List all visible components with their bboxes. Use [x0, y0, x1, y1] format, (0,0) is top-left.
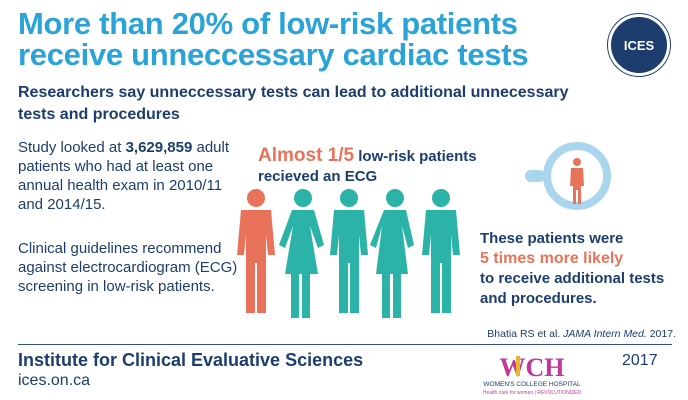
person-icon-magnified: [570, 158, 584, 204]
study-description: Study looked at 3,629,859 adult patients…: [18, 138, 238, 214]
person-icon-4: [370, 189, 414, 318]
result-callout: These patients were 5 times more likely …: [480, 229, 670, 309]
citation: Bhatia RS et al. JAMA Intern Med. 2017.: [456, 328, 676, 340]
guidelines-text: Clinical guidelines recommend against el…: [18, 240, 238, 295]
wch-tagline: Health care for women | REVOLUTIONIZED: [483, 390, 582, 396]
footer-divider: [18, 344, 672, 345]
wch-logo[interactable]: WCH WOMEN'S COLLEGE HOSPITAL Health care…: [482, 350, 582, 396]
stat-highlight: Almost 1/5: [258, 145, 355, 166]
study-count: 3,629,859: [125, 139, 193, 156]
result-pre: These patients were: [480, 230, 624, 247]
stat-callout: Almost 1/5 low-risk patients recieved an…: [258, 146, 498, 187]
org-url-link[interactable]: ices.on.ca: [18, 372, 91, 389]
citation-journal: JAMA Intern Med.: [563, 328, 647, 340]
result-post: to receive additional tests and procedur…: [480, 270, 665, 307]
person-icon-3: [330, 189, 368, 313]
person-icon-2: [279, 189, 324, 318]
study-text-pre: Study looked at: [18, 139, 126, 156]
stat-rest: low-risk patients recieved an ECG: [258, 148, 477, 185]
person-icon-5: [422, 189, 460, 313]
wch-logo-text: WCH: [500, 353, 565, 382]
study-text-post: adult patients who had at least one annu…: [18, 139, 230, 213]
org-name: Institute for Clinical Evaluative Scienc…: [18, 350, 364, 370]
result-highlight: 5 times more likely: [480, 250, 624, 267]
person-icon-1: [237, 189, 275, 313]
people-figures: [237, 189, 460, 318]
subtitle: Researchers say unneccessary tests can l…: [18, 84, 569, 123]
ices-logo[interactable]: ICES: [608, 14, 670, 76]
page-title: More than 20% of low-risk patients recei…: [18, 6, 529, 72]
logo-text: ICES: [623, 37, 655, 53]
citation-authors: Bhatia RS et al.: [487, 328, 564, 340]
citation-year: 2017.: [646, 328, 676, 340]
magnifier-icon: [525, 142, 611, 210]
footer-year: 2017: [622, 352, 658, 369]
wch-partner-name: WOMEN'S COLLEGE HOSPITAL: [483, 381, 581, 388]
